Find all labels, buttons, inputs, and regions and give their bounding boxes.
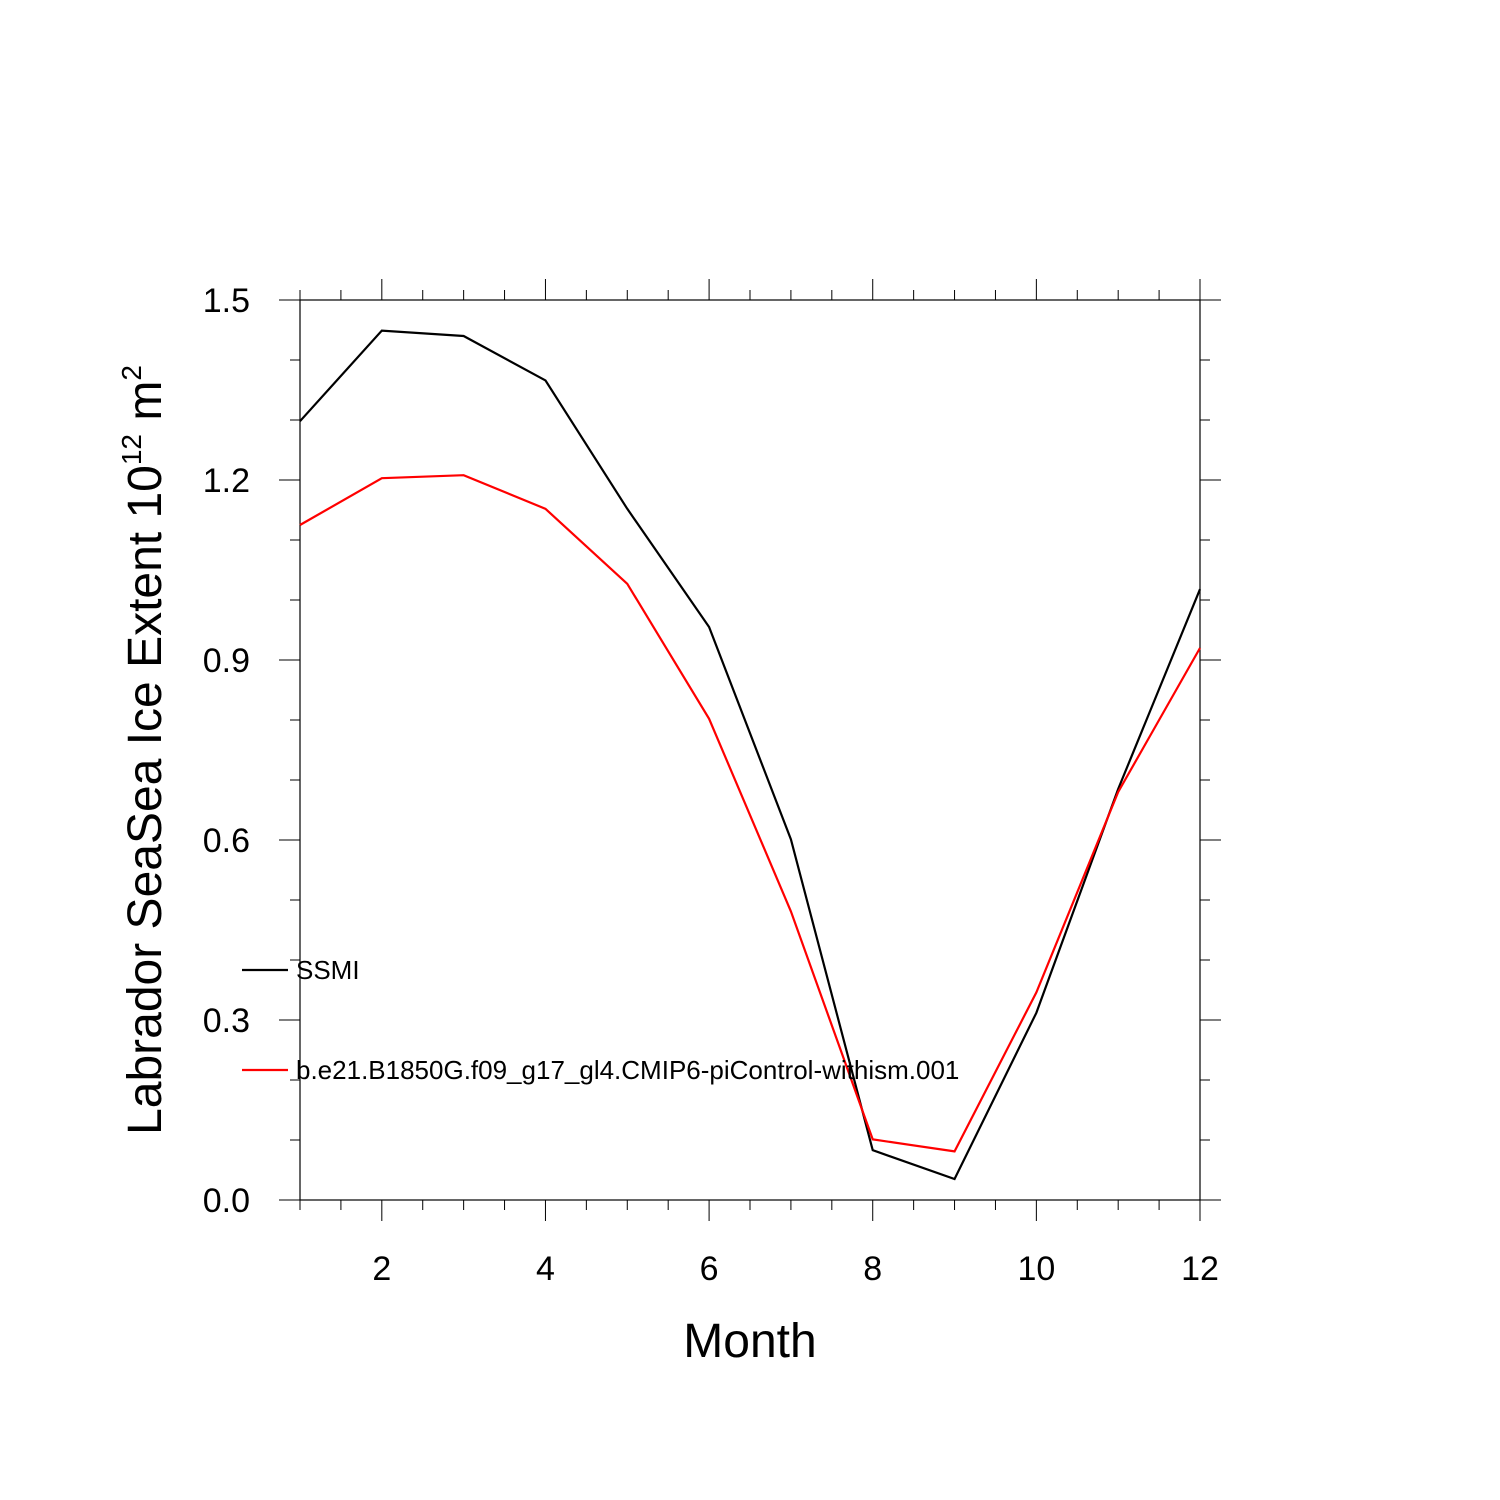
plot-frame xyxy=(299,299,1201,1201)
y-tick-label: 0.0 xyxy=(203,1182,250,1220)
legend-label-1: SSMI xyxy=(296,955,360,985)
axis-ticks xyxy=(279,279,1221,1221)
y-tick-label: 0.6 xyxy=(203,822,250,860)
x-tick-label: 2 xyxy=(372,1250,391,1288)
legend-label-2: b.e21.B1850G.f09_g17_gl4.CMIP6-piControl… xyxy=(296,1055,959,1085)
x-tick-label: 4 xyxy=(536,1250,555,1288)
y-tick-label: 0.3 xyxy=(203,1002,250,1040)
tick-labels: 2 4 6 8 10 12 0.0 0.3 0.6 0.9 1.2 1.5 xyxy=(203,282,1219,1288)
y-axis-title-text: Labrador SeaSea Ice Extent 10 xyxy=(119,465,172,1135)
y-tick-label: 1.2 xyxy=(203,462,250,500)
y-axis-title-unit-exponent: 2 xyxy=(116,365,147,381)
y-tick-label: 0.9 xyxy=(203,642,250,680)
x-axis-title: Month xyxy=(683,1315,816,1368)
x-tick-label: 8 xyxy=(863,1250,882,1288)
series-lines xyxy=(299,329,1202,1181)
x-tick-label: 10 xyxy=(1017,1250,1055,1288)
y-axis-title: Labrador SeaSea Ice Extent 1012 m2 xyxy=(116,365,172,1135)
y-tick-label: 1.5 xyxy=(203,282,250,320)
y-axis-title-unit: m xyxy=(119,381,172,434)
x-tick-label: 12 xyxy=(1181,1250,1219,1288)
x-tick-label: 6 xyxy=(700,1250,719,1288)
y-axis-title-exponent: 12 xyxy=(116,434,147,465)
series-line-1 xyxy=(299,329,1202,1181)
series-line-2 xyxy=(299,474,1201,1153)
legend: SSMI b.e21.B1850G.f09_g17_gl4.CMIP6-piCon… xyxy=(242,955,959,1085)
